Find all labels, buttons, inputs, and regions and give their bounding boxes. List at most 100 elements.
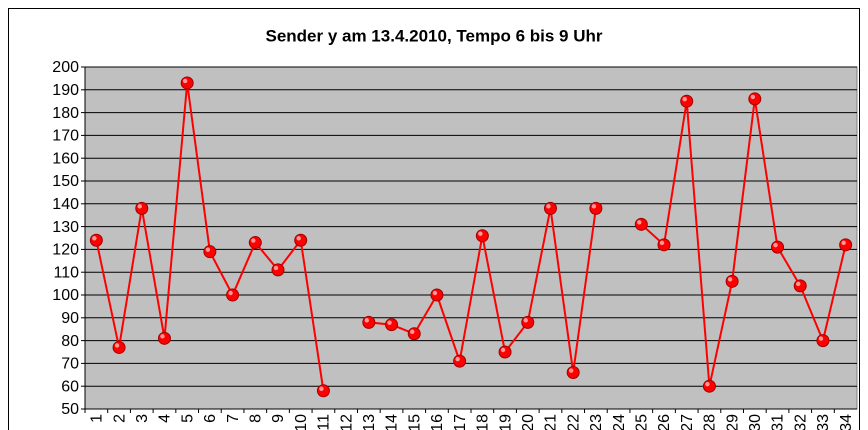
x-tick-label: 7 xyxy=(225,414,242,423)
point-highlight xyxy=(637,220,642,225)
x-tick-label: 6 xyxy=(202,414,219,423)
x-tick-label: 34 xyxy=(838,414,855,430)
data-point xyxy=(839,238,853,252)
y-tick-label: 150 xyxy=(52,173,79,190)
data-point xyxy=(543,201,557,215)
x-tick-label: 19 xyxy=(497,414,514,430)
data-point xyxy=(475,229,489,243)
y-tick-label: 110 xyxy=(53,264,79,281)
x-tick-label: 32 xyxy=(792,414,809,430)
y-tick-label: 180 xyxy=(52,105,79,122)
plot-area xyxy=(84,66,858,410)
data-point xyxy=(748,92,762,106)
y-tick-label: 50 xyxy=(61,401,79,418)
point-highlight xyxy=(750,94,756,100)
y-tick-label: 70 xyxy=(61,356,79,373)
y-tick-label: 200 xyxy=(52,59,79,76)
x-tick-label: 14 xyxy=(384,414,401,430)
y-tick-label: 190 xyxy=(52,82,79,99)
point-highlight xyxy=(568,368,574,373)
x-tick-label: 5 xyxy=(179,414,196,423)
point-highlight xyxy=(841,240,846,246)
x-tick-label: 30 xyxy=(747,414,764,430)
point-highlight xyxy=(319,386,324,391)
y-tick-label: 170 xyxy=(52,128,79,145)
y-tick-label: 90 xyxy=(61,310,79,327)
x-tick-label: 1 xyxy=(89,414,106,423)
x-tick-label: 23 xyxy=(588,414,605,430)
x-tick-label: 17 xyxy=(452,414,469,430)
y-tick-label: 80 xyxy=(61,333,79,350)
point-highlight xyxy=(432,290,438,296)
data-point xyxy=(203,245,217,259)
point-highlight xyxy=(659,240,665,246)
x-tick-label: 15 xyxy=(406,414,423,430)
data-point xyxy=(589,201,603,215)
data-point xyxy=(725,274,739,288)
point-highlight xyxy=(705,382,710,387)
point-highlight xyxy=(296,236,301,241)
point-highlight xyxy=(92,236,97,241)
data-point xyxy=(294,233,308,247)
data-point xyxy=(702,379,716,393)
data-point xyxy=(680,94,694,108)
y-tick-label: 100 xyxy=(52,287,79,304)
point-highlight xyxy=(591,204,597,209)
x-tick-label: 4 xyxy=(157,414,174,423)
x-tick-label: 31 xyxy=(770,414,787,430)
x-tick-label: 27 xyxy=(679,414,696,430)
x-tick-label: 13 xyxy=(361,414,378,430)
point-highlight xyxy=(727,277,733,282)
y-tick-label: 130 xyxy=(52,219,79,236)
x-tick-label: 20 xyxy=(520,414,537,430)
point-highlight xyxy=(546,204,551,209)
data-point xyxy=(657,238,671,252)
point-highlight xyxy=(818,336,824,341)
x-tick-label: 2 xyxy=(111,414,128,423)
point-highlight xyxy=(500,347,506,353)
data-point xyxy=(316,384,330,398)
data-point xyxy=(112,340,126,354)
data-point xyxy=(89,233,103,247)
data-point xyxy=(135,201,149,215)
x-tick-label: 25 xyxy=(634,414,651,430)
point-highlight xyxy=(455,356,460,362)
data-point xyxy=(634,217,648,231)
point-highlight xyxy=(273,265,279,271)
x-tick-label: 12 xyxy=(338,414,355,430)
x-tick-label: 11 xyxy=(316,414,333,430)
data-point xyxy=(566,366,580,380)
x-tick-label: 26 xyxy=(656,414,673,430)
data-point xyxy=(385,318,399,332)
x-tick-label: 22 xyxy=(565,414,582,430)
point-highlight xyxy=(773,242,778,248)
data-point xyxy=(248,236,262,250)
data-point xyxy=(157,331,171,345)
data-point xyxy=(771,240,785,254)
data-point xyxy=(271,263,285,277)
data-point xyxy=(498,345,512,359)
y-tick-label: 60 xyxy=(61,378,79,395)
point-highlight xyxy=(410,329,415,334)
point-highlight xyxy=(523,318,528,323)
x-tick-label: 10 xyxy=(293,414,310,430)
point-highlight xyxy=(387,320,392,325)
x-tick-label: 16 xyxy=(429,414,446,430)
y-tick-label: 120 xyxy=(52,242,79,259)
x-tick-label: 21 xyxy=(543,414,560,430)
point-highlight xyxy=(228,290,233,296)
point-highlight xyxy=(182,78,188,84)
data-point xyxy=(362,315,376,329)
x-tick-label: 33 xyxy=(815,414,832,430)
data-point xyxy=(453,354,467,368)
data-point xyxy=(226,288,240,302)
point-highlight xyxy=(796,281,801,287)
point-highlight xyxy=(205,247,211,252)
x-tick-label: 9 xyxy=(270,414,287,423)
y-tick-label: 140 xyxy=(52,196,79,213)
chart-title: Sender y am 13.4.2010, Tempo 6 bis 9 Uhr xyxy=(265,26,602,45)
y-tick-label: 160 xyxy=(52,150,79,167)
x-tick-label: 18 xyxy=(475,414,492,430)
point-highlight xyxy=(251,238,256,243)
